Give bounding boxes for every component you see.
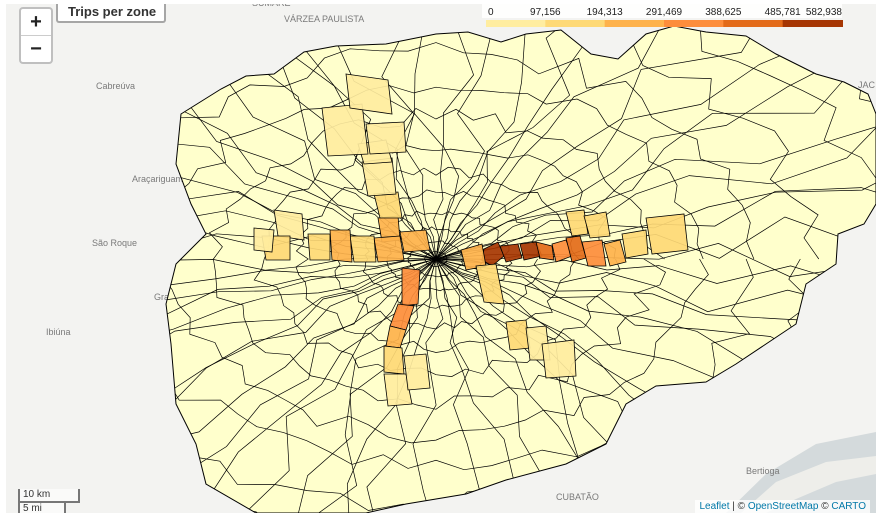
zone-polygon[interactable] bbox=[603, 239, 627, 267]
legend-swatch bbox=[545, 20, 606, 27]
zone-polygon[interactable] bbox=[349, 235, 377, 263]
zone-polygon[interactable] bbox=[645, 213, 689, 255]
place-label: Ibiúna bbox=[46, 327, 71, 337]
osm-link[interactable]: OpenStreetMap bbox=[747, 501, 819, 512]
zone-boundary bbox=[208, 107, 666, 410]
map-svg[interactable]: VÁRZEA PAULISTA SUMARÉ Cabreúva Araçarig… bbox=[6, 4, 876, 513]
zone-boundary bbox=[435, 26, 781, 260]
legend-swatch bbox=[486, 20, 547, 27]
place-label: Bertioga bbox=[746, 466, 780, 476]
place-label: VÁRZEA PAULISTA bbox=[284, 14, 364, 24]
leaflet-link[interactable]: Leaflet bbox=[699, 501, 730, 512]
zone-boundary bbox=[166, 42, 755, 471]
zone-polygon[interactable] bbox=[505, 319, 531, 351]
zone-boundary bbox=[435, 111, 876, 260]
legend-tick-label: 582,938 bbox=[806, 7, 843, 18]
zone-boundary bbox=[295, 166, 580, 353]
zone-boundary bbox=[435, 50, 871, 260]
zone-polygon[interactable] bbox=[621, 229, 649, 259]
zone-polygon[interactable] bbox=[383, 373, 413, 407]
coast-land bbox=[741, 456, 876, 513]
zoom-control: + − bbox=[19, 7, 53, 64]
zone-polygon[interactable] bbox=[345, 73, 393, 115]
place-label: Araçariguama bbox=[132, 174, 188, 184]
zone-polygon[interactable] bbox=[541, 339, 577, 379]
zone-polygon[interactable] bbox=[583, 211, 611, 239]
zone-boundary bbox=[435, 46, 866, 260]
zone-polygon[interactable] bbox=[403, 353, 431, 391]
zone-polygon[interactable] bbox=[253, 227, 275, 253]
place-label: Cabreúva bbox=[96, 81, 135, 91]
zone-boundary bbox=[253, 145, 621, 377]
legend-title: Trips per zone bbox=[56, 4, 167, 23]
zone-boundary bbox=[424, 251, 448, 267]
zone-polygon[interactable] bbox=[499, 243, 523, 263]
zone-polygon[interactable] bbox=[535, 241, 555, 261]
attribution-text: | © bbox=[729, 501, 748, 512]
zone-polygon[interactable] bbox=[581, 239, 607, 267]
legend-tick-label: 0 bbox=[488, 7, 494, 18]
legend-swatch bbox=[723, 20, 784, 27]
zone-boundary bbox=[435, 26, 506, 260]
attribution: Leaflet | © OpenStreetMap © CARTO bbox=[695, 500, 870, 513]
place-label: SUMARÉ bbox=[252, 4, 291, 8]
zone-polygon[interactable] bbox=[365, 121, 407, 155]
zoom-out-button[interactable]: − bbox=[21, 35, 51, 62]
legend-swatch bbox=[782, 20, 843, 27]
zone-boundary bbox=[407, 240, 464, 278]
legend-tick-label: 291,469 bbox=[646, 7, 683, 18]
legend-bar: 0 97,156 194,313 291,469 388,625 485,781 582,9… bbox=[482, 4, 843, 27]
legend-tick-label: 485,781 bbox=[765, 7, 802, 18]
legend-tick-label: 194,313 bbox=[587, 7, 624, 18]
zone-polygon[interactable] bbox=[399, 229, 431, 253]
zone-boundary bbox=[166, 85, 709, 444]
carto-link[interactable]: CARTO bbox=[831, 501, 866, 512]
zone-polygons[interactable] bbox=[253, 73, 689, 407]
legend-tick-label: 97,156 bbox=[530, 7, 561, 18]
zone-boundary bbox=[435, 26, 619, 260]
zone-polygon[interactable] bbox=[307, 233, 331, 261]
place-label: São Roque bbox=[92, 238, 137, 248]
zone-polygon[interactable] bbox=[383, 345, 405, 375]
legend-tick-label: 388,625 bbox=[705, 7, 742, 18]
zone-boundary bbox=[435, 28, 844, 260]
zone-polygon[interactable] bbox=[401, 267, 421, 307]
zone-polygon[interactable] bbox=[475, 263, 505, 305]
zone-polygon[interactable] bbox=[565, 209, 589, 237]
zone-boundary bbox=[166, 258, 437, 436]
zone-boundary bbox=[166, 258, 437, 449]
zoom-in-button[interactable]: + bbox=[30, 11, 42, 33]
place-label: JAC bbox=[858, 80, 876, 90]
scale-mi: 5 mi bbox=[18, 501, 66, 513]
zone-boundary bbox=[166, 258, 437, 402]
legend-swatch bbox=[664, 20, 725, 27]
zone-boundary bbox=[435, 26, 637, 260]
legend-swatch bbox=[604, 20, 665, 27]
scale-km: 10 km bbox=[18, 489, 80, 503]
zone-polygon[interactable] bbox=[321, 103, 369, 157]
attribution-text: © bbox=[818, 501, 832, 512]
place-label: Gran bbox=[154, 292, 174, 302]
zone-polygon[interactable] bbox=[329, 229, 353, 263]
zone-boundary bbox=[166, 258, 437, 390]
zone-polygon[interactable] bbox=[273, 209, 305, 241]
zone-boundary bbox=[435, 26, 737, 260]
map-canvas[interactable]: VÁRZEA PAULISTA SUMARÉ Cabreúva Araçarig… bbox=[6, 4, 876, 513]
zone-boundary bbox=[435, 26, 592, 260]
place-label: CUBATÃO bbox=[556, 492, 599, 502]
scale-bar: 10 km 5 mi bbox=[18, 489, 80, 513]
zone-polygon[interactable] bbox=[373, 235, 405, 263]
zone-boundary bbox=[414, 26, 465, 260]
zone-boundary bbox=[166, 258, 437, 321]
zone-boundary bbox=[166, 258, 437, 499]
